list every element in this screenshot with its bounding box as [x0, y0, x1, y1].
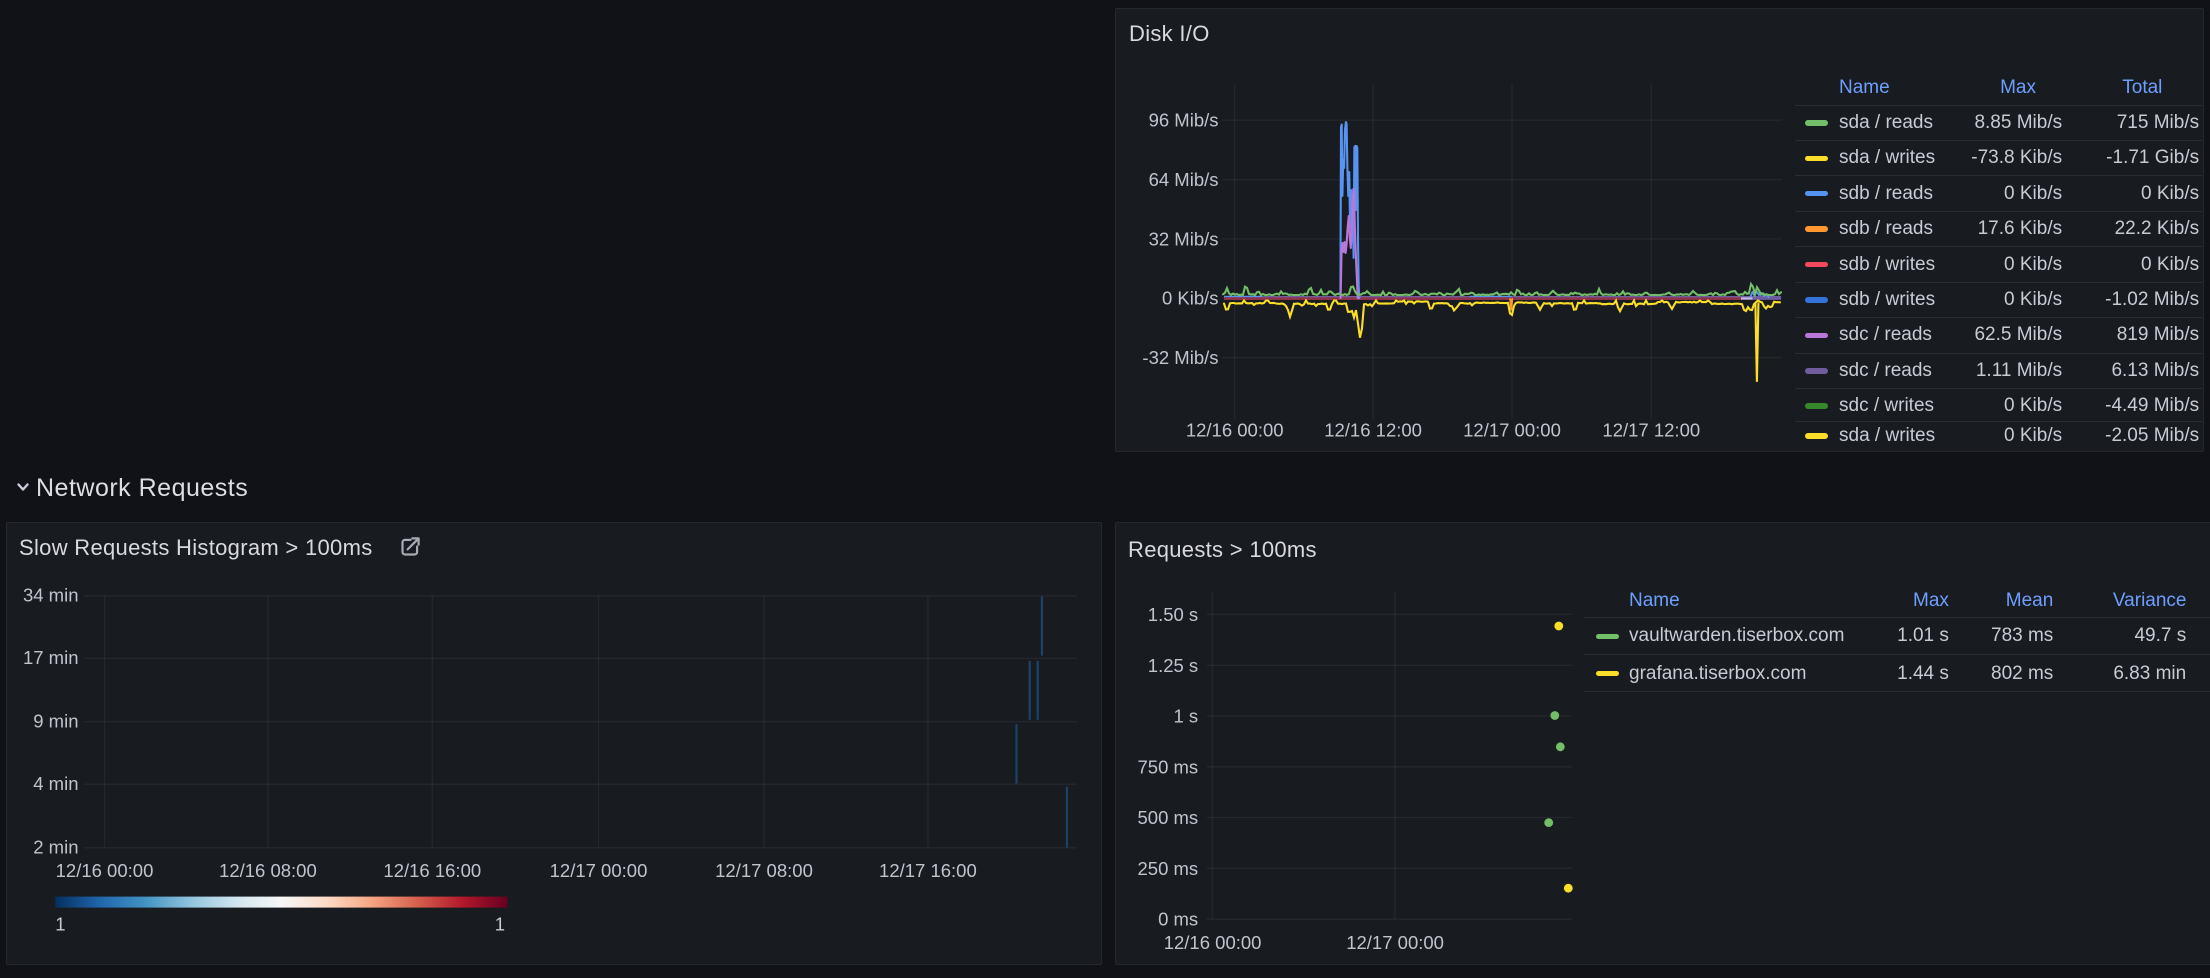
svg-text:0 ms: 0 ms: [1158, 909, 1198, 930]
svg-text:12/16 08:00: 12/16 08:00: [219, 860, 317, 881]
svg-text:12/17 00:00: 12/17 00:00: [1346, 932, 1444, 953]
svg-text:250 ms: 250 ms: [1138, 858, 1199, 879]
svg-text:-32 Mib/s: -32 Mib/s: [1142, 347, 1218, 368]
svg-text:750 ms: 750 ms: [1138, 756, 1199, 777]
svg-text:12/17 00:00: 12/17 00:00: [550, 860, 648, 881]
svg-text:2 min: 2 min: [33, 837, 78, 858]
svg-text:12/16 00:00: 12/16 00:00: [56, 860, 154, 881]
svg-text:4 min: 4 min: [33, 773, 78, 794]
svg-text:1.25 s: 1.25 s: [1148, 655, 1198, 676]
svg-text:9 min: 9 min: [33, 710, 78, 731]
svg-text:0 Kib/s: 0 Kib/s: [1162, 288, 1219, 309]
svg-text:1: 1: [55, 914, 65, 935]
svg-text:12/16 00:00: 12/16 00:00: [1164, 932, 1262, 953]
svg-text:1: 1: [495, 914, 505, 935]
svg-text:12/17 00:00: 12/17 00:00: [1463, 419, 1561, 440]
svg-text:12/16 00:00: 12/16 00:00: [1186, 419, 1284, 440]
svg-text:12/17 12:00: 12/17 12:00: [1602, 419, 1700, 440]
svg-text:17 min: 17 min: [23, 647, 79, 668]
svg-text:1 s: 1 s: [1174, 706, 1199, 727]
svg-text:12/16 12:00: 12/16 12:00: [1324, 419, 1422, 440]
svg-text:1.50 s: 1.50 s: [1148, 604, 1198, 625]
svg-text:12/17 08:00: 12/17 08:00: [715, 860, 813, 881]
svg-text:34 min: 34 min: [23, 585, 79, 606]
svg-text:32 Mib/s: 32 Mib/s: [1149, 228, 1219, 249]
svg-text:12/17 16:00: 12/17 16:00: [879, 860, 977, 881]
svg-text:64 Mib/s: 64 Mib/s: [1149, 169, 1219, 190]
svg-text:96 Mib/s: 96 Mib/s: [1149, 110, 1219, 131]
svg-text:500 ms: 500 ms: [1138, 807, 1199, 828]
svg-text:12/16 16:00: 12/16 16:00: [383, 860, 481, 881]
